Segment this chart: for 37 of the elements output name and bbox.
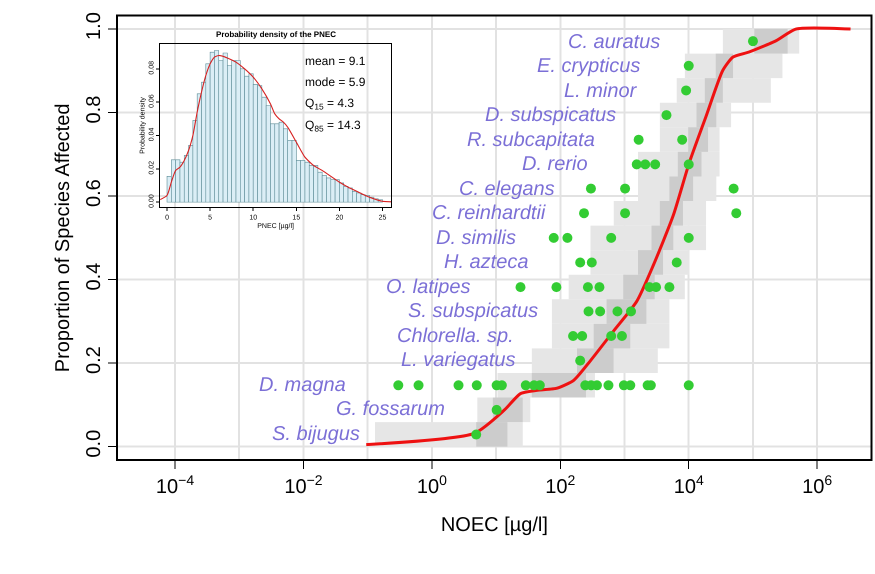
x-tick-label: 10$^{2}$ (545, 472, 576, 498)
x-axis-title: NOEC [µg/l] (440, 514, 548, 536)
y-tick-label: 0.6 (83, 179, 106, 208)
annotation: mean = 9.1 (305, 54, 366, 68)
annotation: Chlorella. sp. (397, 325, 514, 347)
x-tick-label: 10$^{0}$ (416, 472, 448, 498)
y-tick-label: 0.2 (83, 346, 106, 374)
annotation: H. azteca (444, 251, 528, 273)
annotation: S. subspicatus (408, 300, 538, 322)
y-tick-label: 0.8 (83, 96, 106, 124)
x-tick-label: 10$^{−2}$ (284, 472, 323, 498)
annotation: S. bijugus (272, 423, 360, 445)
annotation: R. subcapitata (467, 129, 595, 151)
annotation: mode = 5.9 (305, 75, 366, 89)
annotation: D. rerio (522, 153, 588, 175)
chart-title: Probability density of the PNEC (216, 30, 336, 39)
annotation: Q$_{15}$ = 4.3 (305, 96, 354, 112)
x-tick-label: 10$^{4}$ (674, 472, 704, 498)
annotation: D. subspicatus (485, 104, 616, 126)
annotation: C. elegans (459, 178, 555, 200)
annotation: C. auratus (568, 31, 660, 53)
y-tick-label: 0.0 (83, 430, 106, 458)
y-tick-label: 1.0 (83, 12, 106, 40)
annotation: L. minor (564, 80, 638, 102)
annotation: O. latipes (386, 276, 470, 298)
x-tick-label: 10$^{−4}$ (156, 472, 194, 498)
annotation: D. magna (259, 374, 346, 396)
y-tick-label: 0.4 (83, 262, 106, 291)
x-tick-label: 10$^{6}$ (802, 472, 832, 498)
annotation: Q$_{85}$ = 14.3 (305, 118, 362, 134)
annotation: G. fossarum (336, 398, 445, 420)
annotation: L. variegatus (401, 349, 516, 371)
line-series (160, 54, 392, 202)
annotation: D. similis (436, 227, 516, 249)
annotation: E. crypticus (537, 55, 640, 77)
annotation: C. reinhardtii (432, 202, 546, 224)
y-axis-title: Proportion of Species Affected (52, 104, 74, 372)
